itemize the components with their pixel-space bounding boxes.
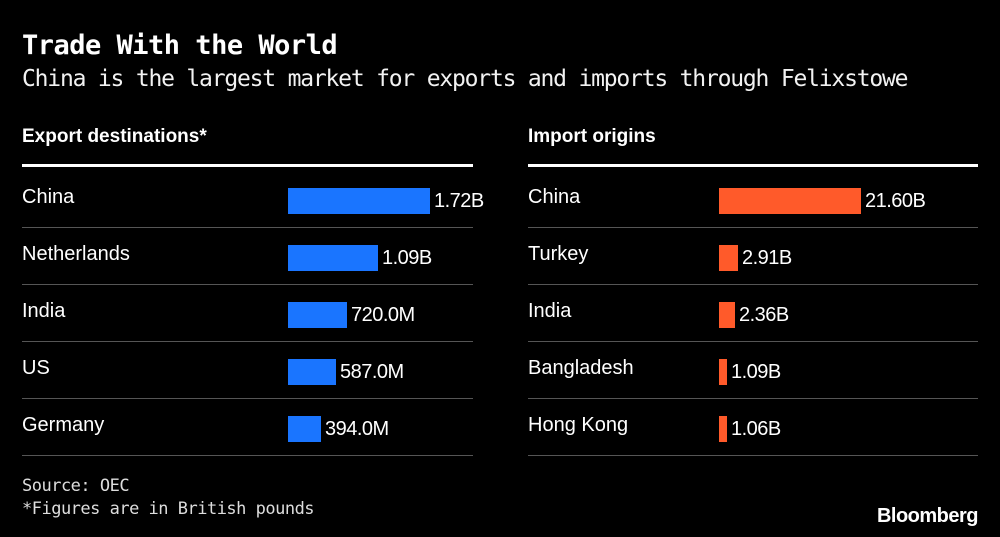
export-category-label: Germany: [22, 414, 105, 436]
import-category-label: India: [528, 300, 572, 322]
import-bar: [719, 245, 738, 271]
export-category-label: Netherlands: [22, 243, 130, 265]
import-row: China 21.60B: [528, 170, 978, 228]
export-value-label: 1.72B: [434, 190, 484, 212]
export-header-rule: [22, 164, 473, 167]
import-panel-title: Import origins: [528, 126, 656, 147]
export-row: US 587.0M: [22, 341, 473, 399]
export-row: Germany 394.0M: [22, 398, 473, 456]
source-note: Source: OEC: [22, 476, 130, 496]
export-value-label: 587.0M: [340, 361, 404, 383]
export-row: China 1.72B: [22, 170, 484, 228]
export-bar: [288, 245, 378, 271]
import-value-label: 1.06B: [731, 418, 781, 440]
import-category-label: Bangladesh: [528, 357, 634, 379]
import-category-label: Hong Kong: [528, 414, 629, 436]
bloomberg-logo: Bloomberg: [876, 505, 979, 527]
export-panel-title: Export destinations*: [22, 126, 207, 147]
import-bar: [719, 416, 727, 442]
export-value-label: 394.0M: [325, 418, 389, 440]
export-bar: [288, 416, 321, 442]
chart-title: Trade With the World: [22, 30, 338, 61]
import-value-label: 2.91B: [742, 247, 792, 269]
import-category-label: China: [528, 186, 581, 208]
import-category-label: Turkey: [528, 243, 589, 265]
export-bar: [288, 188, 430, 214]
currency-footnote: *Figures are in British pounds: [22, 499, 315, 519]
import-bar: [719, 188, 861, 214]
import-header-rule: [528, 164, 978, 167]
chart-subtitle: China is the largest market for exports …: [22, 66, 909, 92]
import-bar: [719, 302, 735, 328]
export-bar: [288, 359, 336, 385]
export-value-label: 1.09B: [382, 247, 432, 269]
export-row: Netherlands 1.09B: [22, 227, 473, 285]
import-row: Hong Kong 1.06B: [528, 398, 978, 456]
import-row: Bangladesh 1.09B: [528, 341, 978, 399]
export-value-label: 720.0M: [351, 304, 415, 326]
import-value-label: 21.60B: [865, 190, 926, 212]
export-category-label: India: [22, 300, 66, 322]
import-value-label: 2.36B: [739, 304, 789, 326]
import-row: Turkey 2.91B: [528, 227, 978, 285]
import-value-label: 1.09B: [731, 361, 781, 383]
export-bar: [288, 302, 347, 328]
export-row: India 720.0M: [22, 284, 473, 342]
export-category-label: China: [22, 186, 75, 208]
import-bar: [719, 359, 727, 385]
export-category-label: US: [22, 357, 50, 379]
import-row: India 2.36B: [528, 284, 978, 342]
